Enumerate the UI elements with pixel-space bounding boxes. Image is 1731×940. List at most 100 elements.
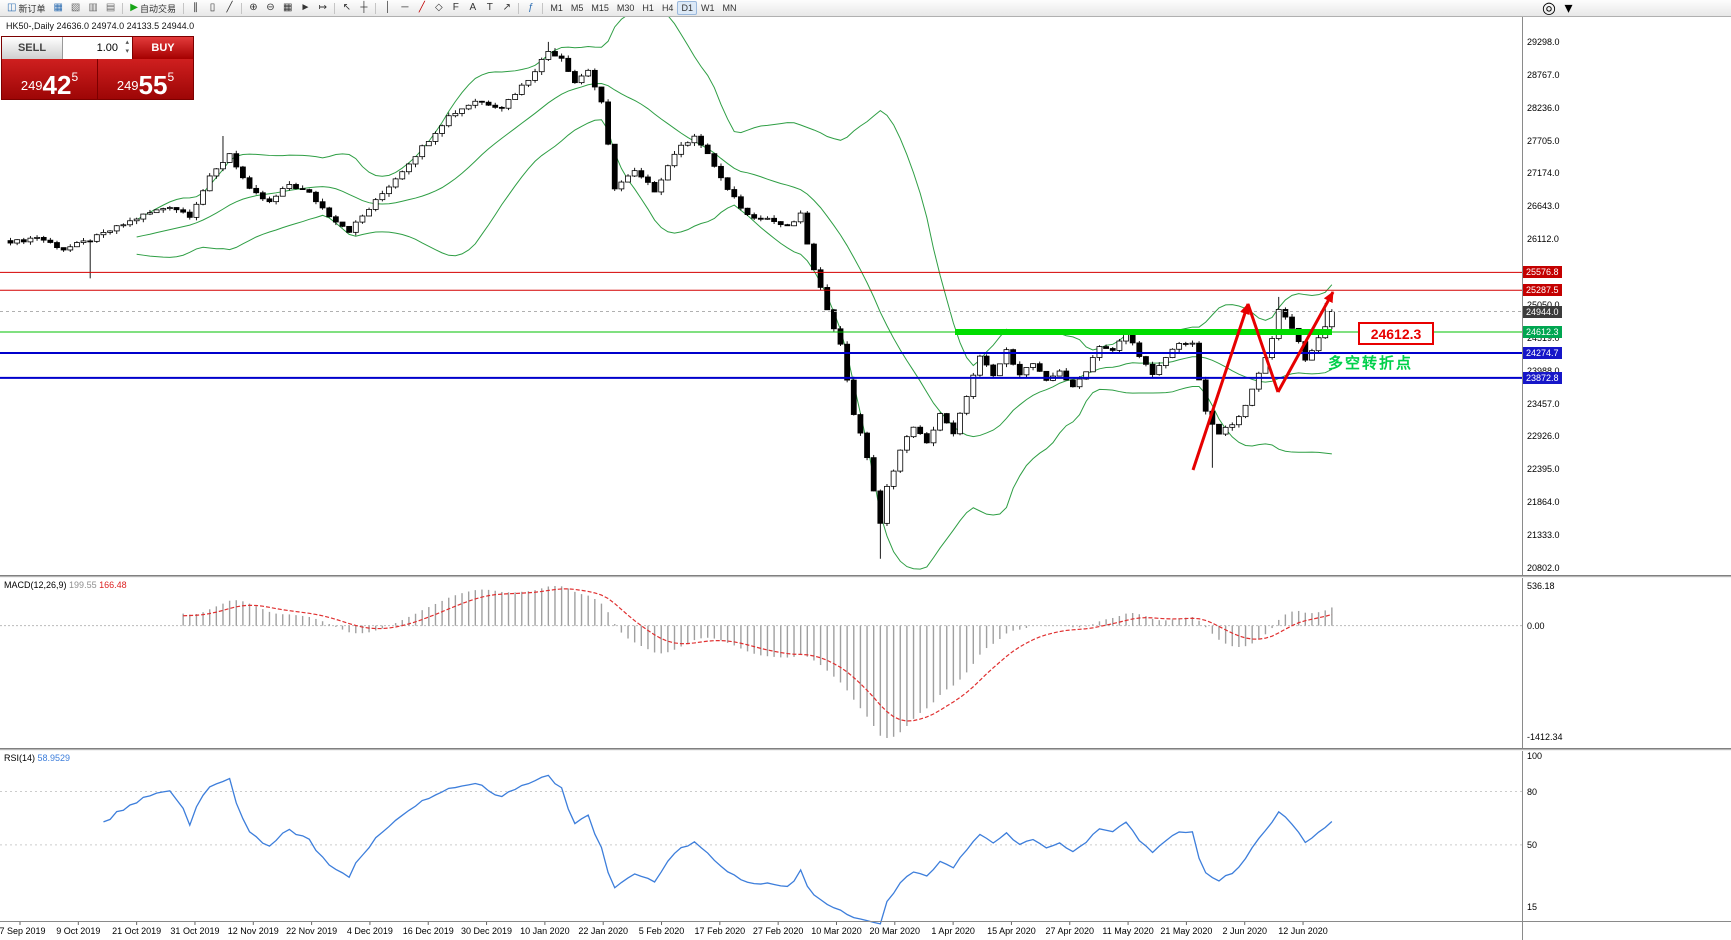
macd-value-main: 199.55 xyxy=(69,580,97,590)
timeframe-h1-button[interactable]: H1 xyxy=(642,3,654,13)
text-button[interactable]: A xyxy=(464,1,481,15)
symbol-ohlc-label: HK50-,Daily 24636.0 24974.0 24133.5 2494… xyxy=(6,21,195,31)
horizontal-line-button[interactable]: ─ xyxy=(396,1,413,15)
autotrade-button[interactable]: ▶ 自动交易 xyxy=(126,1,180,15)
timeframe-m1-button[interactable]: M1 xyxy=(550,3,563,13)
date-axis-label: 15 Apr 2020 xyxy=(987,926,1036,936)
toolbar: ◫ 新订单 ▦ ▧ ▥ ▤ ▶ 自动交易 ∥ ▯ ╱ ⊕ ⊖ ▦ ► ↦ ↖ ┼ │ ─ ╱ ◇ F A T ↗ ƒ M1 M5 M15 M… xyxy=(0,0,1731,17)
market-watch-button[interactable]: ▥ xyxy=(84,1,101,15)
chinese-annotation[interactable]: 多空转折点 xyxy=(1328,355,1414,372)
date-axis-label: 5 Feb 2020 xyxy=(638,926,685,936)
date-axis-label: 22 Jan 2020 xyxy=(578,926,628,936)
horizontal-line-icon: ─ xyxy=(401,2,409,13)
price-axis-tick: 23457.0 xyxy=(1527,398,1560,409)
crosshair-button[interactable]: ┼ xyxy=(355,1,372,15)
date-axis-label: 4 Dec 2019 xyxy=(346,926,393,936)
bar-chart-button[interactable]: ∥ xyxy=(187,1,204,15)
date-axis-label: 20 Mar 2020 xyxy=(869,926,921,936)
trend-arrow[interactable] xyxy=(1276,291,1335,393)
buy-price-display[interactable]: 249 55 5 xyxy=(98,59,193,99)
profiles-button[interactable]: ▧ xyxy=(67,1,84,15)
trendline-icon: ╱ xyxy=(418,2,425,13)
rsi-axis-tick: 80 xyxy=(1527,786,1538,797)
price-axis-tick: 21864.0 xyxy=(1527,497,1560,508)
date-axis-label: 12 Jun 2020 xyxy=(1278,926,1328,936)
auto-scroll-button[interactable]: ► xyxy=(296,1,314,15)
volume-stepper[interactable]: 1.00 ▴ ▾ xyxy=(63,37,132,59)
channel-button[interactable]: ◇ xyxy=(430,1,447,15)
data-window-button[interactable]: ▤ xyxy=(102,1,119,15)
arrows-button[interactable]: ↗ xyxy=(498,1,515,15)
timeframe-m5-button[interactable]: M5 xyxy=(570,3,584,13)
date-axis-label: 11 May 2020 xyxy=(1102,926,1154,936)
grid-button[interactable]: ▦ xyxy=(279,1,296,15)
trend-arrow[interactable] xyxy=(1246,303,1280,393)
sell-price-display[interactable]: 249 42 5 xyxy=(2,59,98,99)
buy-price-sup: 5 xyxy=(167,70,175,84)
new-order-label: 新订单 xyxy=(18,3,46,14)
quick-nav-button[interactable]: ▾ xyxy=(1564,0,1573,17)
chart-list-button[interactable]: ▦ xyxy=(49,1,66,15)
zoom-in-button[interactable]: ⊕ xyxy=(245,1,262,15)
cursor-button[interactable]: ↖ xyxy=(338,1,355,15)
date-axis-label: 1 Apr 2020 xyxy=(931,926,975,936)
macd-axis-max: 536.18 xyxy=(1527,581,1555,591)
panel-splitter-rsi[interactable] xyxy=(0,748,1731,751)
vertical-line-button[interactable]: │ xyxy=(379,1,396,15)
chart-shift-icon: ↦ xyxy=(318,2,328,13)
bar-chart-icon: ∥ xyxy=(193,2,198,13)
vertical-line-icon: │ xyxy=(384,2,391,13)
toolbar-separator xyxy=(375,2,377,14)
search-button[interactable]: ◎ xyxy=(1542,0,1556,17)
date-axis-label: 30 Dec 2019 xyxy=(461,926,513,936)
buy-price-big: 55 xyxy=(138,69,168,100)
timeframe-w1-button[interactable]: W1 xyxy=(700,3,715,13)
zoom-out-button[interactable]: ⊖ xyxy=(262,1,279,15)
timeframe-h4-button[interactable]: H4 xyxy=(661,3,674,13)
sell-button[interactable]: SELL xyxy=(2,37,63,59)
fibonacci-button[interactable]: F xyxy=(447,1,464,15)
volume-down-button[interactable]: ▾ xyxy=(125,48,129,55)
price-tag: 24612.3 xyxy=(1523,326,1562,339)
price-axis-tick: 27174.0 xyxy=(1527,168,1560,179)
rsi-indicator-label: RSI(14) 58.9529 xyxy=(4,753,70,763)
panel-splitter-macd[interactable] xyxy=(0,575,1731,578)
toolbar-separator xyxy=(241,2,242,14)
date-axis-separator xyxy=(0,921,1731,922)
profiles-icon: ▧ xyxy=(70,2,81,13)
timeframe-m15-button[interactable]: M15 xyxy=(591,3,609,13)
trend-arrow[interactable] xyxy=(1191,303,1250,471)
label-button[interactable]: T xyxy=(481,1,498,15)
price-level-annotation[interactable]: 24612.3 xyxy=(1358,322,1434,345)
price-axis[interactable] xyxy=(1522,17,1731,940)
line-chart-icon: ╱ xyxy=(226,2,233,13)
timeframe-m30-button[interactable]: M30 xyxy=(616,3,635,13)
channel-icon: ◇ xyxy=(435,2,443,13)
new-order-icon: ◫ xyxy=(7,2,17,13)
trendline-button[interactable]: ╱ xyxy=(413,1,430,15)
candle-chart-button[interactable]: ▯ xyxy=(204,1,221,15)
buy-button[interactable]: BUY xyxy=(132,37,193,59)
price-tag: 24944.0 xyxy=(1523,305,1562,318)
rsi-axis-tick: 100 xyxy=(1527,751,1543,761)
toolbar-separator xyxy=(122,2,124,14)
trade-panel-prices: 249 42 5 249 55 5 xyxy=(2,59,193,99)
timeframe-mn-button[interactable]: MN xyxy=(722,3,737,13)
date-axis-label: 27 Feb 2020 xyxy=(752,926,804,936)
date-axis-label: 27 Apr 2020 xyxy=(1045,926,1095,936)
autotrade-label: 自动交易 xyxy=(139,3,176,14)
volume-up-button[interactable]: ▴ xyxy=(125,39,129,46)
toolbar-separator xyxy=(542,2,544,14)
date-axis-label: 22 Nov 2019 xyxy=(286,926,338,936)
new-order-button[interactable]: ◫ 新订单 xyxy=(3,1,49,15)
price-axis-tick: 28767.0 xyxy=(1527,69,1560,80)
date-axis-label: 10 Jan 2020 xyxy=(520,926,570,936)
sell-price-prefix: 249 xyxy=(20,78,43,93)
timeframe-d1-button[interactable]: D1 xyxy=(677,1,697,15)
cursor-icon: ↖ xyxy=(342,2,352,13)
chart-shift-button[interactable]: ↦ xyxy=(314,1,331,15)
indicators-button[interactable]: ƒ xyxy=(522,1,539,15)
line-chart-button[interactable]: ╱ xyxy=(221,1,238,15)
volume-value[interactable]: 1.00 xyxy=(96,42,118,54)
